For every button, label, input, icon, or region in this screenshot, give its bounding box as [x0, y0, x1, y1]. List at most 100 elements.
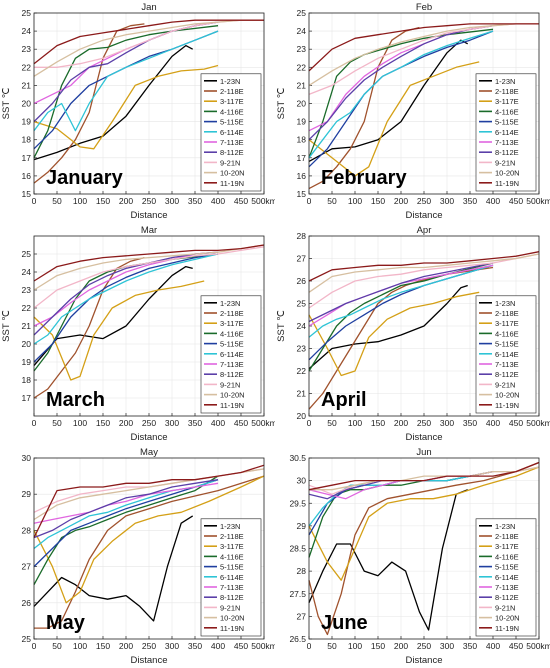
legend-entry: 1-23N: [495, 299, 515, 308]
series-line-8-112E: [308, 262, 494, 323]
x-tick-label: 300: [165, 196, 179, 206]
legend-entry: 9-21N: [495, 603, 515, 612]
series-line-11-19N: [308, 251, 540, 282]
series-line-10-20N: [309, 466, 540, 491]
series-line-11-19N: [33, 19, 264, 65]
legend-entry: 8-112E: [495, 370, 519, 379]
y-tick-label: 21: [22, 80, 32, 90]
y-tick-label: 22: [22, 62, 32, 72]
y-axis-label: SST ℃: [276, 87, 287, 119]
x-tick-label: 0: [307, 196, 312, 206]
series-line-11-19N: [33, 244, 265, 282]
x-tick-label: 400: [211, 196, 225, 206]
x-tick-label: 350: [188, 641, 202, 651]
x-tick-label: 100: [73, 196, 87, 206]
x-tick-label: 150: [371, 418, 385, 428]
legend-entry: 7-113E: [495, 583, 519, 592]
series-line-6-114E: [308, 30, 494, 159]
x-tick-label: 400: [486, 418, 500, 428]
legend-entry: 3-117E: [495, 542, 519, 551]
series-line-2-118E: [34, 475, 265, 629]
legend-entry: 3-117E: [220, 97, 244, 106]
legend-entry: 5-115E: [220, 118, 244, 127]
legend-entry: 11-19N: [220, 401, 244, 410]
x-tick-label: 250: [417, 196, 431, 206]
x-tick-label: 250: [417, 641, 431, 651]
y-tick-label: 20: [297, 411, 307, 421]
y-tick-label: 25: [297, 8, 307, 18]
legend-entry: 9-21N: [220, 380, 240, 389]
y-tick-label: 23: [297, 344, 307, 354]
y-tick-label: 29: [22, 489, 32, 499]
x-tick-label: 450: [234, 641, 248, 651]
legend-entry: 3-117E: [495, 97, 519, 106]
legend-entry: 9-21N: [220, 158, 240, 167]
y-tick-label: 24: [22, 267, 32, 277]
y-tick-label: 28.5: [289, 544, 306, 554]
x-tick-label: 300: [440, 641, 454, 651]
legend-entry: 1-23N: [220, 299, 240, 308]
y-tick-label: 21: [22, 321, 32, 331]
x-tick-label: 500km: [526, 196, 550, 206]
x-tick-label: 50: [327, 196, 337, 206]
y-tick-label: 29: [297, 521, 307, 531]
x-tick-label: 300: [440, 418, 454, 428]
x-tick-label: 50: [327, 641, 337, 651]
x-tick-label: 50: [52, 196, 62, 206]
series-line-6-114E: [308, 264, 494, 338]
legend-entry: 6-114E: [495, 350, 519, 359]
y-tick-label: 16: [22, 171, 32, 181]
x-tick-label: 100: [348, 418, 362, 428]
chart-jun: 26.5 27 27.5 28 28.5 29 29.5 30 30.5 0 50 100 150 200…: [289, 447, 550, 666]
series-line-3-117E: [33, 475, 265, 604]
x-tick-label: 300: [165, 641, 179, 651]
chart-title: Jun: [416, 447, 431, 458]
y-tick-label: 26.5: [289, 634, 306, 644]
y-tick-label: 15: [297, 189, 307, 199]
y-tick-label: 17: [22, 153, 32, 163]
legend-entry: 10-20N: [220, 169, 245, 178]
legend-entry: 4-116E: [495, 107, 519, 116]
legend-entry: 1-23N: [495, 77, 515, 86]
y-tick-label: 20: [22, 339, 32, 349]
series-line-1-23N: [308, 489, 468, 631]
y-axis-label: SST ℃: [1, 87, 12, 119]
series-line-3-117E: [33, 64, 219, 150]
axes-frame: [308, 235, 540, 417]
x-tick-label: 400: [211, 641, 225, 651]
legend-entry: 7-113E: [220, 583, 244, 592]
legend-entry: 10-20N: [495, 169, 520, 178]
x-axis-label: Distance: [131, 210, 168, 221]
y-tick-label: 18: [22, 375, 32, 385]
x-tick-label: 350: [463, 418, 477, 428]
series-line-1-23N: [308, 284, 468, 370]
series-line-8-112E: [308, 25, 494, 141]
series-line-6-114E: [33, 253, 219, 345]
legend-entry: 10-20N: [220, 614, 245, 623]
legend-entry: 8-112E: [495, 148, 519, 157]
y-tick-label: 25: [22, 249, 32, 259]
y-tick-label: 23: [297, 44, 307, 54]
legend-entry: 11-19N: [495, 401, 519, 410]
y-tick-label: 18: [297, 135, 307, 145]
x-axis-label: Distance: [406, 210, 443, 221]
x-tick-label: 450: [509, 196, 523, 206]
legend-entry: 5-115E: [220, 340, 244, 349]
y-tick-label: 17: [297, 153, 307, 163]
series-line-8-112E: [33, 251, 219, 336]
x-tick-label: 500km: [251, 418, 275, 428]
y-tick-label: 24: [22, 26, 32, 36]
axes-frame: [33, 12, 265, 195]
y-tick-label: 18: [22, 135, 32, 145]
legend-entry: 11-19N: [495, 179, 519, 188]
x-tick-label: 200: [119, 418, 133, 428]
legend-entry: 11-19N: [220, 624, 244, 633]
y-tick-label: 26: [22, 598, 32, 608]
y-tick-label: 22: [22, 303, 32, 313]
x-tick-label: 350: [463, 641, 477, 651]
x-tick-label: 200: [394, 196, 408, 206]
axes-frame: [308, 457, 540, 640]
x-tick-label: 0: [32, 418, 37, 428]
x-tick-label: 150: [371, 641, 385, 651]
